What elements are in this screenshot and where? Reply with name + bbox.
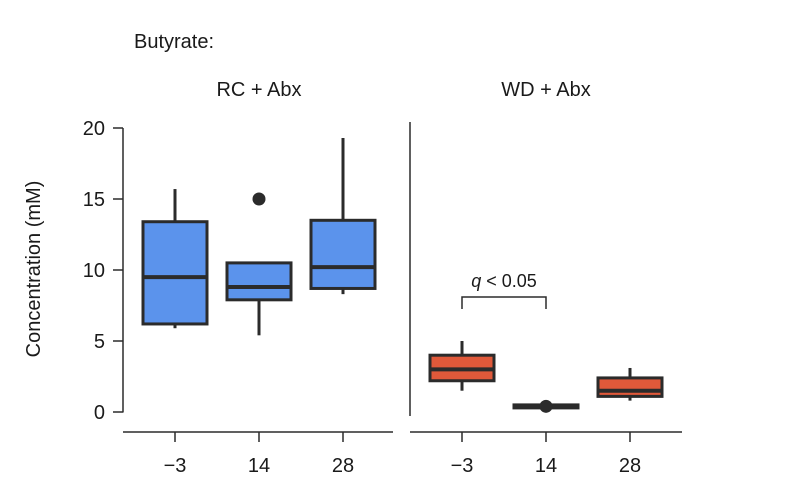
y-tick-label-20: 20 [83,118,105,140]
y-tick-label-10: 10 [83,260,105,282]
x-tick-label-panel-1-1: 14 [248,455,270,477]
y-tick-label-15: 15 [83,189,105,211]
y-tick-label-0: 0 [94,402,105,424]
x-tick-label-panel-1-2: 28 [332,455,354,477]
panel-1-box-0-box [141,220,209,326]
panel-1-box-1-box [225,261,293,302]
x-tick-label-panel-2-0: −3 [451,455,474,477]
significance-label-value: < 0.05 [481,271,537,291]
x-tick-label-panel-2-1: 14 [535,455,557,477]
y-tick-label-5: 5 [94,331,105,353]
panel-1-box-1-outlier-0 [252,192,266,206]
x-tick-label-panel-1-0: −3 [164,455,187,477]
significance-label: q < 0.05 [471,271,537,291]
panel-title-rc-abx: RC + Abx [216,79,301,101]
significance-bracket [461,296,547,309]
panel-2-box-2-box [596,376,664,398]
panel-title-wd-abx: WD + Abx [501,79,590,101]
y-axis-label: Concentration (mM) [23,181,45,358]
chart-title: Butyrate: [134,31,214,53]
x-tick-label-panel-2-2: 28 [619,455,641,477]
significance-label-q: q [471,271,481,291]
panel-2-box-1-outlier-0 [539,399,553,413]
panel-1-box-2-box [309,218,377,290]
